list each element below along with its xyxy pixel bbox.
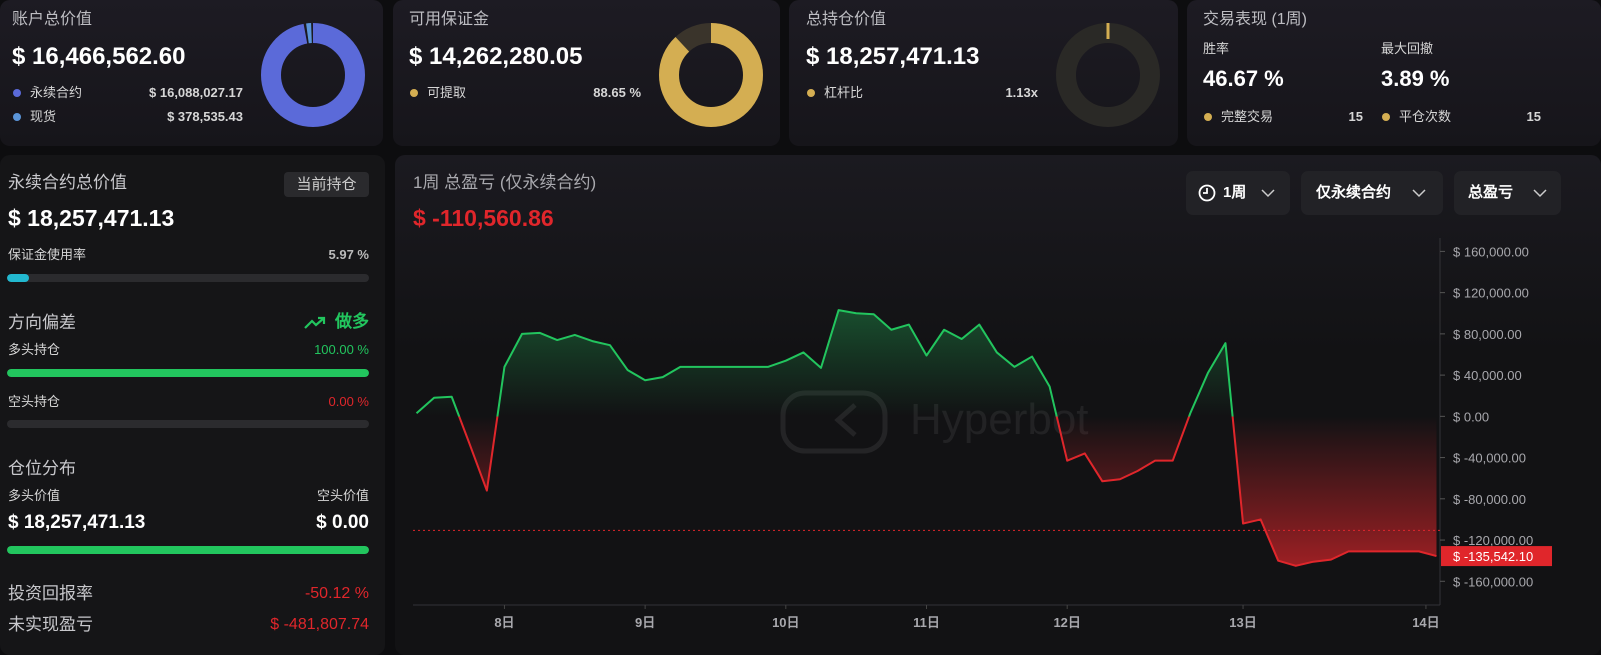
item-value: 88.65 % — [593, 85, 641, 100]
row-label: 投资回报率 — [8, 584, 93, 603]
scope-select[interactable]: 仅永续合约 — [1301, 171, 1443, 215]
legend-dot — [410, 89, 418, 97]
chart-total: $ -110,560.86 — [413, 205, 554, 231]
progress-track — [7, 274, 369, 282]
legend-dot — [13, 113, 21, 121]
item-label: 杠杆比 — [824, 85, 864, 100]
row-value: -50.12 % — [304, 585, 369, 602]
legend-dot — [1382, 113, 1390, 121]
legend-dot — [807, 89, 815, 97]
row-label: 空头价值 — [316, 488, 369, 503]
legend-dot — [1204, 113, 1212, 121]
section-title: 仓位分布 — [8, 459, 76, 478]
stat-label: 胜率 — [1203, 41, 1230, 56]
count-label: 平仓次数 — [1399, 109, 1452, 124]
card-title: 总持仓价值 — [806, 11, 887, 28]
button-label: 仅永续合约 — [1316, 184, 1392, 201]
card-value: $ 18,257,471.13 — [806, 43, 980, 70]
item-label: 可提取 — [427, 85, 467, 100]
row-value: 100.00 % — [314, 342, 369, 357]
row-label: 多头持仓 — [8, 342, 61, 357]
card-value: $ 14,262,280.05 — [409, 43, 583, 70]
trend-icon — [304, 316, 326, 329]
count-value: 15 — [1526, 109, 1541, 124]
metric-select[interactable]: 总盈亏 — [1454, 171, 1561, 215]
legend-dot — [13, 89, 21, 97]
period-select[interactable]: 1周 — [1186, 171, 1290, 215]
stat-label: 最大回撤 — [1381, 41, 1434, 56]
count-label: 完整交易 — [1221, 109, 1274, 124]
section-title: 方向偏差 — [8, 313, 76, 332]
card-title: 账户总价值 — [12, 11, 93, 28]
card-value: $ 16,466,562.60 — [12, 43, 186, 70]
item-value: $ 378,535.43 — [167, 109, 243, 124]
count-value: 15 — [1348, 109, 1363, 124]
stat-value: 3.89 % — [1381, 66, 1450, 91]
button-label: 1周 — [1223, 184, 1247, 201]
chevron — [1412, 189, 1426, 198]
long-value: $ 18,257,471.13 — [8, 512, 146, 533]
row-value: 5.97 % — [328, 247, 369, 262]
progress-track — [7, 546, 369, 554]
badge: 当前持仓 — [284, 172, 369, 197]
item-value: $ 16,088,027.17 — [149, 85, 243, 100]
card — [1187, 0, 1601, 146]
chevron — [1533, 189, 1547, 198]
card-title: 交易表现 (1周) — [1203, 11, 1308, 28]
short-value: $ 0.00 — [316, 512, 369, 533]
progress-fill — [7, 274, 29, 282]
card-title: 可用保证金 — [409, 11, 490, 28]
row-label: 保证金使用率 — [8, 247, 87, 262]
item-label: 永续合约 — [30, 85, 83, 100]
item-value: 1.13x — [1005, 85, 1038, 100]
panel — [0, 155, 385, 655]
row-label: 未实现盈亏 — [8, 615, 93, 634]
button-label: 总盈亏 — [1468, 184, 1514, 201]
progress-fill — [7, 369, 369, 377]
chart-title: 1周 总盈亏 (仅永续合约) — [413, 173, 597, 192]
stat-value: 46.67 % — [1203, 66, 1284, 91]
progress-fill — [7, 546, 369, 554]
progress-track — [7, 420, 369, 428]
row-value: 0.00 % — [328, 394, 369, 409]
chevron — [1261, 189, 1275, 198]
panel-value: $ 18,257,471.13 — [8, 205, 175, 231]
bias: 做多 — [335, 312, 369, 331]
row-label: 多头价值 — [8, 488, 61, 503]
clock-icon — [1198, 184, 1216, 202]
row-label: 空头持仓 — [8, 394, 61, 409]
item-label: 现货 — [30, 109, 57, 124]
row-value: $ -481,807.74 — [270, 616, 369, 633]
progress-track — [7, 369, 369, 377]
panel-title: 永续合约总价值 — [8, 173, 127, 192]
panel — [395, 155, 1601, 655]
